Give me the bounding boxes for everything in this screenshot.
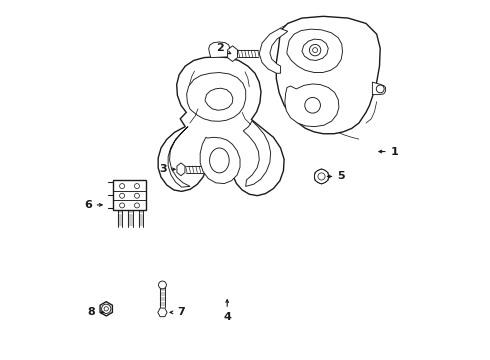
Text: 7: 7 (170, 307, 185, 318)
FancyBboxPatch shape (113, 180, 147, 210)
Polygon shape (205, 88, 233, 110)
Polygon shape (177, 163, 185, 176)
Polygon shape (100, 302, 112, 316)
Text: 2: 2 (216, 43, 231, 54)
Polygon shape (259, 28, 288, 73)
Polygon shape (287, 29, 343, 72)
Polygon shape (228, 46, 238, 62)
Text: 5: 5 (327, 171, 345, 181)
Polygon shape (209, 42, 230, 58)
Circle shape (315, 169, 329, 184)
Polygon shape (158, 57, 284, 195)
Polygon shape (200, 137, 240, 184)
Polygon shape (243, 121, 270, 186)
Text: 4: 4 (223, 300, 231, 322)
Text: 6: 6 (84, 200, 102, 210)
Polygon shape (302, 39, 328, 60)
Polygon shape (168, 127, 190, 187)
Polygon shape (285, 84, 339, 127)
Polygon shape (372, 82, 386, 95)
Text: 3: 3 (159, 164, 175, 174)
Polygon shape (276, 16, 380, 134)
Circle shape (159, 281, 167, 289)
Text: 8: 8 (87, 307, 104, 318)
Text: 1: 1 (379, 147, 398, 157)
Polygon shape (187, 72, 245, 121)
Polygon shape (158, 308, 167, 317)
Circle shape (309, 44, 321, 56)
Circle shape (305, 98, 320, 113)
